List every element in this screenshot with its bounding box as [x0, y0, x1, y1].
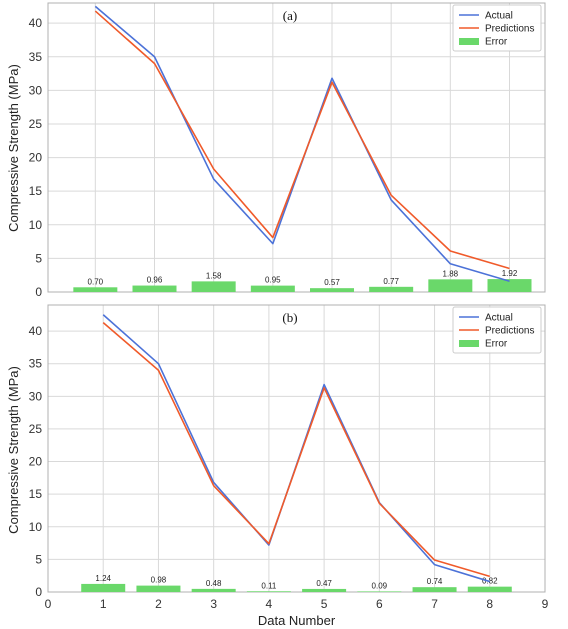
- error-data-label: 0.98: [151, 576, 167, 585]
- y-tick-label: 0: [35, 285, 42, 299]
- x-tick-label: 3: [210, 597, 217, 611]
- x-tick-label: 7: [431, 597, 438, 611]
- y-axis-label: Compressive Strength (MPa): [6, 366, 21, 534]
- error-bar: [81, 583, 126, 592]
- y-tick-label: 30: [29, 83, 43, 97]
- panel-title: (a): [283, 8, 297, 23]
- legend-label-error: Error: [485, 37, 508, 48]
- x-tick-label: 5: [321, 597, 328, 611]
- y-tick-label: 5: [35, 552, 42, 566]
- y-tick-label: 15: [29, 184, 43, 198]
- error-data-label: 0.70: [88, 277, 104, 286]
- error-data-label: 1.24: [95, 574, 111, 583]
- error-bar: [310, 288, 354, 292]
- error-bar: [73, 287, 118, 292]
- y-tick-label: 10: [29, 218, 43, 232]
- error-bar: [136, 585, 181, 592]
- y-tick-label: 25: [29, 422, 43, 436]
- error-bar: [369, 286, 414, 292]
- legend-swatch-error: [459, 340, 479, 347]
- error-bar: [428, 279, 473, 292]
- panel-title: (b): [282, 310, 297, 325]
- error-data-label: 0.74: [427, 577, 443, 586]
- error-bar: [191, 588, 236, 592]
- chart-panel-b: 0 5 10 15 20 25 30 35 40 0 1 2 3 4 5 6 7 8 9 Compressive St…: [6, 304, 549, 611]
- x-axis-label: Data Number: [258, 613, 336, 628]
- error-bar: [357, 591, 402, 592]
- y-tick-label: 15: [29, 487, 43, 501]
- error-bar: [250, 285, 295, 292]
- y-tick-label: 40: [29, 324, 43, 338]
- error-bar: [191, 281, 236, 292]
- y-tick-label: 0: [35, 585, 42, 599]
- axes-frame: [47, 2, 546, 293]
- legend-swatch-error: [459, 38, 479, 45]
- error-data-label: 0.96: [147, 276, 163, 285]
- error-data-label: 0.11: [261, 581, 277, 590]
- x-tick-label: 6: [376, 597, 383, 611]
- x-tick-label: 4: [266, 597, 273, 611]
- y-tick-label: 25: [29, 117, 43, 131]
- error-data-label: 0.77: [383, 277, 399, 286]
- legend: Actual Predictions Error: [452, 306, 542, 354]
- error-data-label: 0.48: [206, 579, 222, 588]
- x-tick-label: 2: [155, 597, 162, 611]
- error-bar: [302, 588, 347, 592]
- axes-frame: [47, 304, 546, 593]
- y-tick-label: 20: [29, 455, 43, 469]
- error-data-label: 1.58: [206, 271, 222, 280]
- y-tick-label: 40: [29, 16, 43, 30]
- error-bar: [412, 587, 457, 592]
- error-data-label: 0.82: [482, 577, 498, 586]
- error-bar: [487, 279, 532, 292]
- legend-label-error: Error: [485, 339, 508, 350]
- error-data-label: 0.09: [372, 581, 388, 590]
- error-data-label: 0.47: [316, 579, 332, 588]
- x-tick-label: 9: [542, 597, 549, 611]
- series-line-predictions: [102, 322, 491, 578]
- x-tick-label: 1: [100, 597, 107, 611]
- error-data-label: 1.88: [443, 269, 459, 278]
- legend-label-actual: Actual: [485, 11, 513, 22]
- error-data-label: 0.95: [265, 276, 281, 285]
- legend-label-predictions: Predictions: [485, 326, 534, 337]
- y-tick-label: 35: [29, 357, 43, 371]
- error-bar: [132, 285, 177, 292]
- y-tick-label: 10: [29, 520, 43, 534]
- error-bar: [467, 586, 512, 592]
- error-bar: [246, 591, 291, 592]
- y-tick-label: 5: [35, 251, 42, 265]
- legend: Actual Predictions Error: [452, 4, 542, 52]
- error-data-label: 0.57: [324, 278, 340, 287]
- y-tick-label: 30: [29, 389, 43, 403]
- y-axis-label: Compressive Strength (MPa): [6, 64, 21, 232]
- error-data-label: 1.92: [502, 269, 518, 278]
- legend-label-actual: Actual: [485, 313, 513, 324]
- legend-label-predictions: Predictions: [485, 24, 534, 35]
- chart-panel-a: 0 5 10 15 20 25 30 35 40 Compressive Strength (MP…: [6, 2, 546, 299]
- x-tick-label: 0: [45, 597, 52, 611]
- x-tick-label: 8: [486, 597, 493, 611]
- y-tick-label: 35: [29, 50, 43, 64]
- y-tick-label: 20: [29, 151, 43, 165]
- series-line-predictions: [94, 10, 510, 270]
